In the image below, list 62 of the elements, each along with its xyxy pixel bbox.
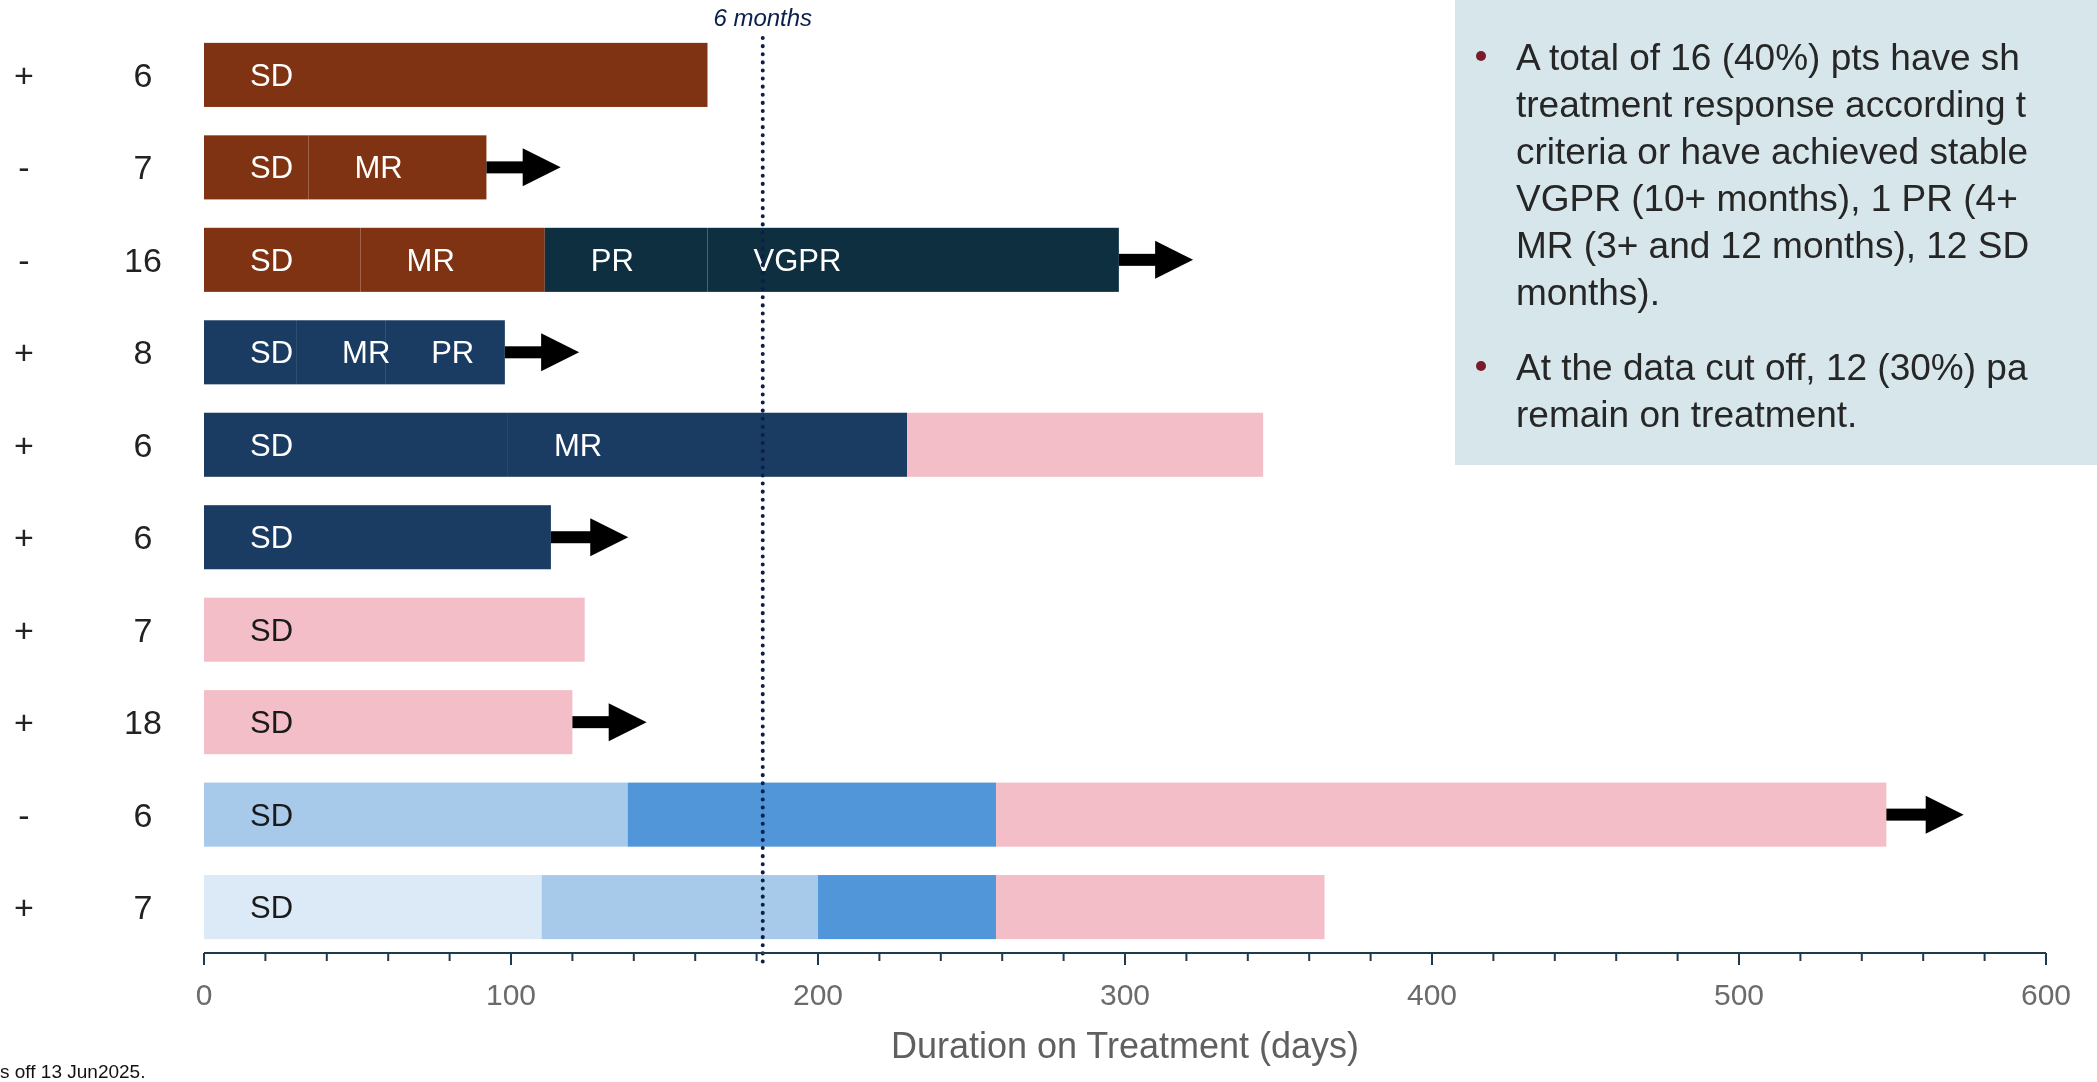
bar [627, 782, 997, 847]
data-label: VGPR [753, 242, 842, 278]
y-tick-label: 16 [124, 240, 162, 279]
point [522, 148, 561, 187]
bar [541, 875, 818, 940]
ref-line-label: 6 months [713, 4, 813, 31]
x-tick-label: 300 [1099, 978, 1151, 1011]
data-label: SD [250, 705, 294, 741]
x-tick-label: 0 [195, 978, 213, 1011]
y-tick-label: 8 [133, 333, 153, 372]
bar [204, 782, 628, 847]
data-label: SD [250, 890, 294, 926]
y-tick-label: 18 [124, 703, 162, 742]
text: s off 13 Jun2025. [0, 1061, 146, 1082]
text: + [14, 518, 34, 557]
y-tick-label: 6 [133, 425, 153, 464]
data-label: SD [250, 797, 294, 833]
point [1925, 795, 1964, 834]
text: + [14, 610, 34, 649]
data-label: SD [250, 520, 294, 556]
data-label: SD [250, 57, 294, 93]
x-tick-label: 500 [1713, 978, 1765, 1011]
x-tick-label: 100 [485, 978, 537, 1011]
x-tick-label: 200 [792, 978, 844, 1011]
point [590, 518, 629, 557]
point [1155, 240, 1194, 279]
x-tick-label: 600 [2020, 978, 2072, 1011]
bar [818, 875, 997, 940]
data-label: PR [431, 335, 475, 371]
data-label: MR [342, 335, 391, 371]
text: - [18, 240, 30, 279]
text: - [18, 148, 30, 187]
x-axis-title: Duration on Treatment (days) [890, 1025, 1360, 1066]
y-tick-label: 7 [133, 888, 153, 927]
data-label: SD [250, 242, 294, 278]
data-label: MR [553, 427, 603, 463]
text: + [14, 888, 34, 927]
annotation: A total of 16 (40%) pts have sh treatment response according t criteria or have achieved stable VGPR (10+ months), 1 PR (4+ MR (3+ and 12 months), 12 SD months). [1516, 37, 2030, 313]
text: + [14, 55, 34, 94]
y-tick-label: 7 [133, 610, 153, 649]
y-tick-label: 6 [133, 795, 153, 834]
y-tick-label: 6 [133, 518, 153, 557]
data-label: SD [250, 150, 294, 186]
text: + [14, 333, 34, 372]
data-label: SD [250, 335, 294, 371]
data-label: MR [354, 150, 403, 186]
data-label: MR [406, 242, 455, 278]
data-label: PR [590, 242, 634, 278]
point [541, 333, 580, 372]
bar [204, 875, 542, 940]
text: + [14, 703, 34, 742]
text: - [18, 795, 30, 834]
data-label: SD [250, 612, 294, 648]
point [608, 703, 647, 742]
x-tick-label: 400 [1406, 978, 1458, 1011]
y-tick-label: 6 [133, 55, 153, 94]
bar [907, 412, 1264, 477]
data-label: SD [250, 427, 294, 463]
text: + [14, 425, 34, 464]
y-tick-label: 7 [133, 148, 153, 187]
bar [996, 782, 1887, 847]
annotation: At the data cut off, 12 (30%) pa remain on treatment. [1516, 347, 2028, 435]
